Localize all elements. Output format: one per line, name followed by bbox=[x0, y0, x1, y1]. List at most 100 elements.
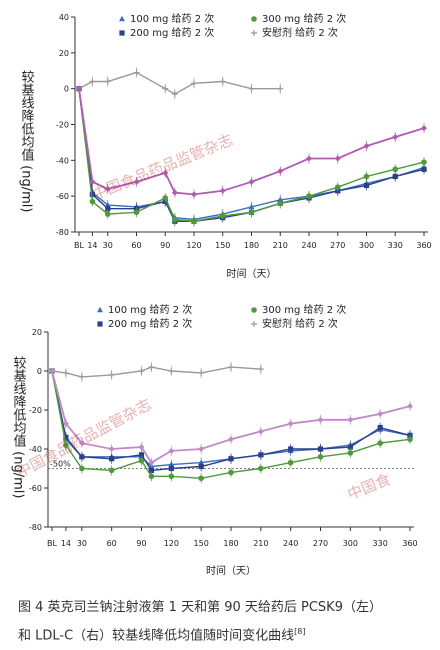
data-point bbox=[138, 457, 145, 464]
data-point bbox=[228, 456, 234, 462]
data-point bbox=[277, 85, 284, 92]
series-2 bbox=[49, 368, 413, 484]
data-point bbox=[191, 218, 197, 225]
data-point bbox=[78, 373, 85, 380]
data-point bbox=[108, 467, 115, 474]
data-point bbox=[347, 444, 353, 450]
legend-marker bbox=[97, 321, 103, 327]
series-line bbox=[78, 88, 425, 221]
data-point bbox=[334, 155, 341, 162]
data-point bbox=[79, 465, 85, 472]
data-point bbox=[363, 143, 370, 149]
caption-line-1: 图 4 英克司兰钠注射液第 1 天和第 90 天给药后 PCSK9（左） bbox=[18, 600, 382, 615]
legend-marker bbox=[119, 30, 125, 36]
data-point bbox=[191, 80, 197, 87]
data-point bbox=[89, 191, 96, 197]
series-4 bbox=[76, 85, 427, 200]
data-point bbox=[148, 467, 155, 474]
legend-entry: 300 mg 给药 2 次 bbox=[262, 12, 346, 25]
data-point bbox=[407, 436, 413, 443]
data-point bbox=[172, 216, 178, 223]
series-4 bbox=[49, 368, 413, 468]
x-tick-label: 300 bbox=[359, 241, 374, 250]
data-point bbox=[421, 166, 427, 172]
data-point bbox=[421, 159, 427, 165]
data-point bbox=[171, 91, 178, 98]
reference-label: -50% bbox=[50, 460, 71, 469]
y-tick-label: 0 bbox=[64, 85, 69, 94]
data-point bbox=[63, 442, 69, 448]
data-point bbox=[377, 410, 384, 417]
legend-entry: 300 mg 给药 2 次 bbox=[262, 303, 346, 316]
series-line bbox=[51, 366, 261, 378]
data-point bbox=[198, 446, 205, 452]
legend-entry: 100 mg 给药 2 次 bbox=[108, 303, 192, 316]
legend-entry: 安慰剂 给药 2 次 bbox=[262, 317, 338, 330]
x-axis-title: 时间（天） bbox=[206, 564, 256, 577]
x-tick-label: 360 bbox=[416, 241, 431, 250]
data-point bbox=[317, 454, 324, 460]
data-point bbox=[138, 444, 145, 451]
pcsk9-chart: 40 20 0 -20 -40 -60 -80 BL 14 30 60 90 120 150 180 210 2… bbox=[19, 12, 432, 280]
data-point bbox=[168, 465, 174, 472]
data-point bbox=[248, 209, 255, 216]
data-point bbox=[148, 473, 155, 480]
legend-entry: 安慰剂 给药 2 次 bbox=[262, 26, 338, 39]
y-tick-label: 40 bbox=[59, 13, 69, 22]
data-point bbox=[258, 465, 264, 472]
y-tick-label: -40 bbox=[29, 445, 42, 454]
legend-marker bbox=[251, 321, 257, 327]
data-point bbox=[191, 191, 197, 198]
legend-marker bbox=[119, 15, 125, 22]
data-point bbox=[421, 125, 427, 132]
legend-entry: 200 mg 给药 2 次 bbox=[130, 26, 214, 39]
x-tick-label: 300 bbox=[343, 539, 358, 548]
caption-ref: [8] bbox=[294, 627, 306, 636]
y-tick-label: 20 bbox=[32, 328, 42, 337]
x-tick-label: 270 bbox=[330, 241, 345, 250]
x-tick-label: 210 bbox=[253, 539, 268, 548]
x-tick-label: 90 bbox=[160, 241, 170, 250]
y-tick-label: -60 bbox=[56, 192, 69, 201]
data-point bbox=[347, 450, 354, 456]
series-line bbox=[78, 88, 425, 223]
y-tick-label: -40 bbox=[56, 156, 69, 165]
y-tick-label: -80 bbox=[29, 523, 42, 532]
legend-marker bbox=[251, 307, 257, 313]
y-tick-label: 0 bbox=[37, 367, 42, 376]
data-point bbox=[78, 440, 85, 447]
data-point bbox=[168, 368, 175, 374]
x-tick-label: 14 bbox=[61, 539, 71, 548]
data-point bbox=[277, 200, 284, 207]
data-point bbox=[108, 446, 115, 452]
legend-marker bbox=[97, 306, 103, 313]
series-3 bbox=[49, 362, 264, 382]
data-point bbox=[228, 436, 234, 443]
data-point bbox=[392, 134, 399, 141]
legend-entry: 200 mg 给药 2 次 bbox=[108, 317, 192, 330]
x-tick-label: 330 bbox=[373, 539, 388, 548]
x-axis-title: 时间（天） bbox=[227, 267, 277, 280]
x-tick-label: 90 bbox=[136, 539, 146, 548]
x-tick-label: 120 bbox=[164, 539, 179, 548]
data-point bbox=[306, 193, 312, 199]
series-0 bbox=[76, 85, 427, 225]
data-point bbox=[108, 371, 115, 378]
data-point bbox=[171, 189, 178, 196]
data-point bbox=[198, 475, 204, 482]
legend-marker bbox=[251, 30, 257, 36]
watermark-text: 中国食 bbox=[345, 470, 393, 504]
data-point bbox=[288, 446, 294, 452]
x-tick-label: 180 bbox=[244, 241, 259, 250]
ldlc-chart: 20 0 -20 -40 -60 -80 BL 14 30 60 90 120 150 180 210 240… bbox=[11, 303, 418, 577]
data-point bbox=[105, 206, 111, 212]
data-point bbox=[377, 440, 383, 446]
x-tick-label: BL bbox=[74, 241, 84, 250]
figure-caption: 图 4 英克司兰钠注射液第 1 天和第 90 天给药后 PCSK9（左） 和 L… bbox=[18, 596, 428, 648]
x-tick-label: 30 bbox=[103, 241, 113, 250]
data-point bbox=[109, 456, 115, 462]
data-point bbox=[133, 209, 140, 216]
data-point bbox=[248, 203, 255, 210]
series-line bbox=[78, 71, 281, 95]
data-point bbox=[104, 211, 111, 217]
